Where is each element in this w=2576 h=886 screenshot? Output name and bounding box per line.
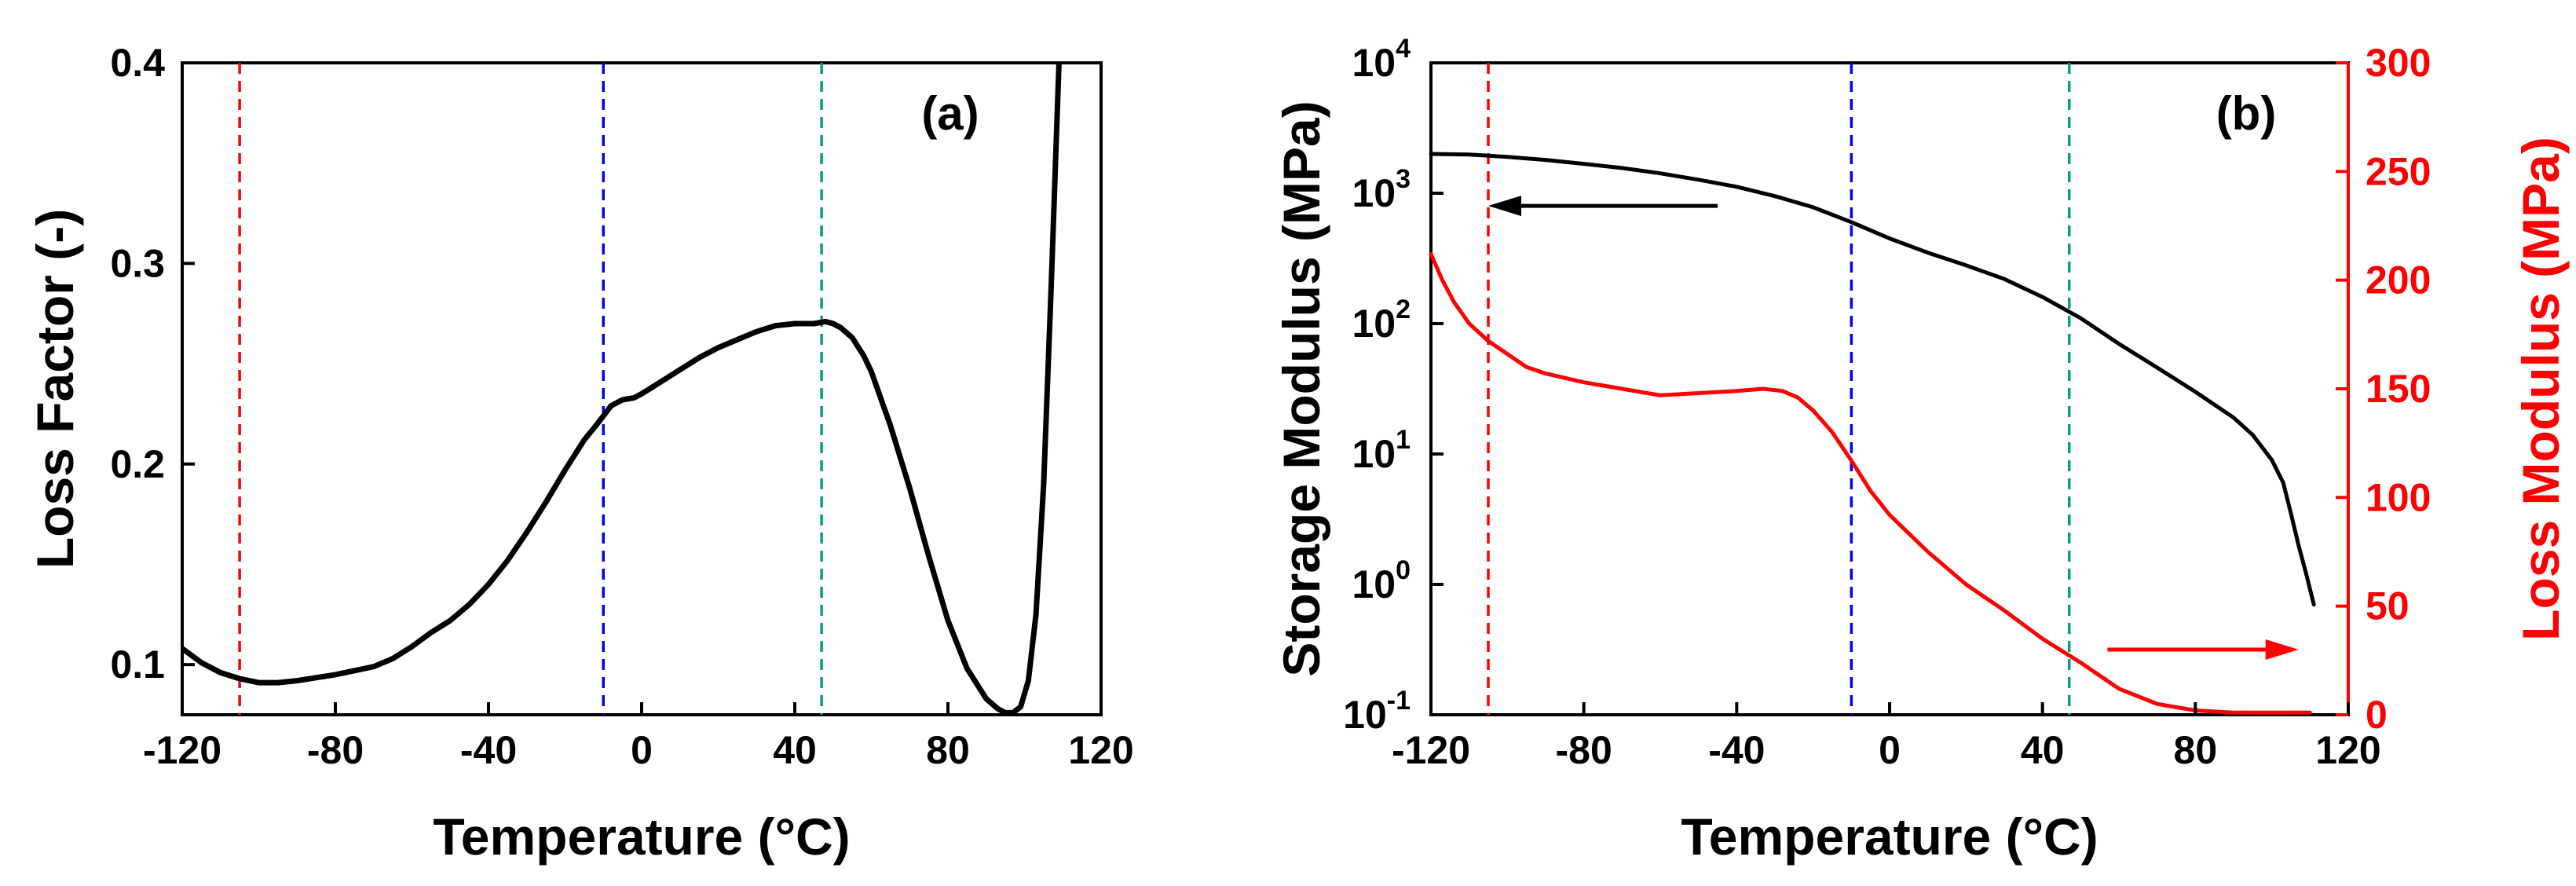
panel-a-y-tick-label: 0.3 — [110, 241, 165, 285]
panel-a-y-tick-label: 0.1 — [110, 643, 165, 686]
panel-a-x-tick-label: 0 — [631, 728, 653, 772]
panel-b-left-y-tick-label: 103 — [1352, 164, 1411, 215]
panel-b-x-tick-label: 40 — [2021, 728, 2065, 772]
panel-a-x-tick-label: -40 — [460, 728, 517, 772]
panel-a-x-tick-label: 120 — [1068, 728, 1133, 772]
panel-a-x-tick-label: -120 — [143, 728, 221, 772]
panel-b-right-y-tick-label: 250 — [2366, 149, 2431, 193]
panel-a-y-axis-title: Loss Factor (-) — [26, 209, 84, 569]
panel-a-label: (a) — [921, 87, 979, 140]
panel-b-x-tick-label: 0 — [1879, 728, 1901, 772]
panel-b-left-y-axis-title: Storage Modulus (MPa) — [1272, 101, 1330, 676]
panel-b-left-y-tick-label: 102 — [1352, 295, 1411, 346]
panel-b-right-y-tick-label: 50 — [2366, 584, 2410, 628]
panel-a-loss-factor-curve — [182, 63, 1062, 715]
panel-a-x-tick-label: 40 — [773, 728, 817, 772]
panel-a-x-tick-label: 80 — [926, 728, 970, 772]
panel-b-modulus-chart: -120 -80 -40 0 40 80 120 10-1 100 101 102 103 104 0… — [1272, 34, 2570, 866]
panel-b-x-axis-title: Temperature (°C) — [1681, 807, 2098, 866]
panel-a-y-tick-label: 0.4 — [110, 41, 165, 85]
panel-b-x-tick-label: -120 — [1392, 728, 1470, 772]
panel-b-storage-modulus-curve — [1429, 152, 2316, 607]
panel-b-x-tick-label: 80 — [2174, 728, 2218, 772]
panel-a-loss-factor-chart: -120 -80 -40 0 40 80 120 0.1 0.2 0.3 0.4 (a) Temp… — [26, 41, 1134, 866]
panel-b-right-y-tick-label: 100 — [2366, 475, 2431, 519]
panel-b-x-tick-label: 120 — [2315, 728, 2380, 772]
panel-b-right-y-tick-label: 0 — [2366, 693, 2388, 737]
panel-b-arrow-red-head — [2265, 639, 2299, 660]
panel-b-arrow-black-head — [1488, 196, 1521, 217]
panel-b-right-y-axis-title: Loss Modulus (MPa) — [2512, 137, 2570, 641]
panel-b-loss-modulus-curve — [1429, 252, 2312, 715]
panel-b-label: (b) — [2216, 87, 2277, 140]
panel-b-left-y-tick-label: 100 — [1352, 555, 1411, 606]
panel-b-left-y-tick-label: 10-1 — [1343, 686, 1411, 737]
panel-b-left-y-tick-label: 104 — [1352, 34, 1411, 85]
panel-b-x-tick-label: -40 — [1708, 728, 1765, 772]
panel-a-y-tick-label: 0.2 — [110, 442, 165, 486]
panel-b-x-tick-label: -80 — [1556, 728, 1612, 772]
panel-b-right-y-tick-label: 300 — [2366, 41, 2431, 85]
panel-b-right-y-tick-label: 200 — [2366, 258, 2431, 302]
panel-a-x-tick-label: -80 — [307, 728, 364, 772]
panel-b-right-y-tick-label: 150 — [2366, 367, 2431, 411]
panel-a-x-axis-title: Temperature (°C) — [433, 807, 850, 866]
panel-b-left-y-tick-label: 101 — [1352, 425, 1411, 476]
panel-a-plot-frame — [181, 61, 1103, 716]
